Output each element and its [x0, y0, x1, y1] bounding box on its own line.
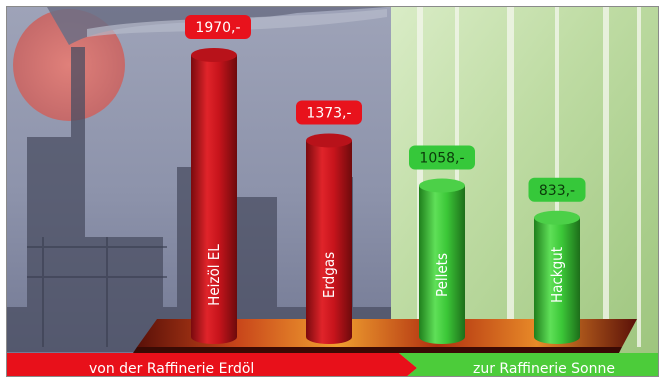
footer-left-label: von der Raffinerie Erdöl — [89, 361, 254, 376]
fire-floor-edge — [133, 347, 622, 353]
value-label-bg — [528, 177, 586, 202]
tree-trunks — [417, 7, 641, 347]
value-label: 833,- — [539, 183, 575, 199]
sun-shape — [13, 9, 125, 121]
fire-floor — [137, 319, 637, 347]
category-label: Pellets — [433, 253, 451, 297]
smoke-plume — [47, 7, 387, 45]
chart-frame: Heizöl EL 1970,- Erdgas 1373,- Pellets 1058,-… — [6, 6, 659, 377]
bar-top-3 — [534, 210, 580, 225]
bar-pellets — [419, 185, 465, 344]
bars-layer: Heizöl EL 1970,- Erdgas 1373,- Pellets 1058,-… — [185, 15, 586, 344]
value-label-bg — [296, 100, 362, 125]
value-label: 1970,- — [195, 20, 240, 36]
refinery-pipes — [27, 237, 167, 347]
bar-top-0 — [191, 48, 237, 62]
footer-right-label: zur Raffinerie Sonne — [473, 361, 615, 376]
banner-right-arrow — [399, 353, 658, 376]
value-label: 1058,- — [419, 151, 464, 167]
category-label: Heizöl EL — [205, 244, 223, 306]
value-label: 1373,- — [306, 105, 351, 121]
value-label-bg — [185, 15, 251, 39]
banner-left-arrow — [7, 353, 417, 376]
category-label: Hackgut — [548, 247, 566, 303]
category-label: Erdgas — [320, 252, 338, 298]
bar-top-2 — [419, 178, 465, 193]
chart-canvas: Heizöl EL 1970,- Erdgas 1373,- Pellets 1058,-… — [7, 7, 658, 376]
bottom-banner: von der Raffinerie Erdöl zur Raffinerie … — [7, 353, 658, 376]
bar-erdgas — [306, 140, 352, 344]
bar-top-1 — [306, 133, 352, 148]
value-label-bg — [409, 145, 475, 170]
bar-hackgut — [534, 217, 580, 344]
bar-heiz-l-el — [191, 55, 237, 344]
